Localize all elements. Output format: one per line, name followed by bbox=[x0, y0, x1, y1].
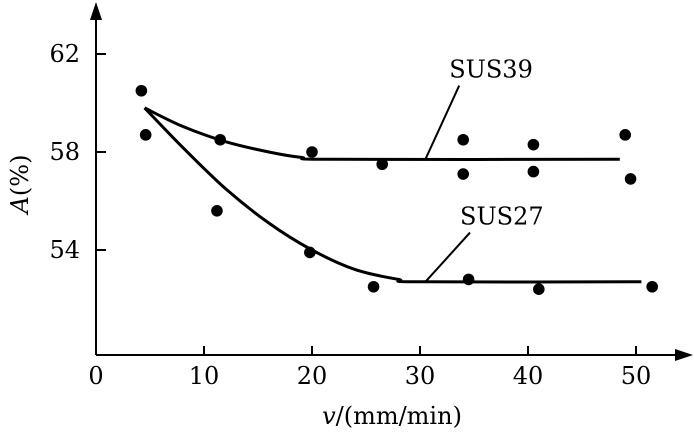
data-point-sus39 bbox=[624, 173, 637, 185]
data-point-sus39 bbox=[457, 133, 470, 146]
data-point-sus39 bbox=[214, 133, 226, 146]
data-points bbox=[135, 84, 658, 296]
x-axis-title: v/(mm/min) bbox=[322, 402, 462, 430]
data-point-sus39 bbox=[619, 129, 631, 141]
series-label-sus39: SUS39 bbox=[449, 56, 533, 84]
fit-line-sus27 bbox=[143, 106, 642, 284]
series-labels: SUS39 SUS27 bbox=[449, 56, 543, 231]
data-point-sus39 bbox=[376, 158, 389, 171]
y-axis-arrow bbox=[90, 2, 102, 20]
x-tick-label: 40 bbox=[513, 362, 544, 390]
x-tick-label: 30 bbox=[405, 362, 436, 390]
series-label-sus27: SUS27 bbox=[460, 203, 544, 231]
data-point-sus39 bbox=[135, 84, 148, 97]
x-tick-label: 50 bbox=[621, 362, 652, 390]
data-point-sus39 bbox=[527, 138, 540, 151]
data-point-sus39 bbox=[527, 165, 540, 178]
y-tick-label: 62 bbox=[49, 40, 80, 68]
fit-lines bbox=[143, 106, 642, 284]
x-axis-arrow bbox=[675, 349, 693, 361]
data-point-sus27 bbox=[367, 280, 380, 293]
data-point-sus27 bbox=[211, 205, 223, 217]
x-tick-label: 10 bbox=[189, 362, 220, 390]
x-tick-label: 20 bbox=[297, 362, 328, 390]
fit-line-sus39 bbox=[143, 106, 620, 161]
data-point-sus39 bbox=[306, 146, 318, 158]
y-tick-label: 58 bbox=[49, 138, 80, 166]
y-axis-title: A(%) bbox=[6, 155, 34, 216]
data-point-sus39 bbox=[457, 168, 470, 180]
data-point-sus39 bbox=[139, 129, 152, 141]
x-tick-label: 0 bbox=[88, 362, 103, 390]
leader-sus27 bbox=[424, 231, 471, 283]
x-ticks: 0 10 20 30 40 50 bbox=[88, 346, 651, 390]
annotation-leaders bbox=[424, 85, 471, 283]
data-point-sus27 bbox=[462, 273, 475, 286]
data-point-sus27 bbox=[533, 283, 545, 296]
data-point-sus27 bbox=[304, 246, 316, 259]
y-ticks: 54 58 62 bbox=[49, 40, 106, 264]
leader-sus39 bbox=[424, 85, 461, 160]
data-point-sus27 bbox=[646, 280, 658, 293]
y-tick-label: 54 bbox=[49, 236, 80, 264]
